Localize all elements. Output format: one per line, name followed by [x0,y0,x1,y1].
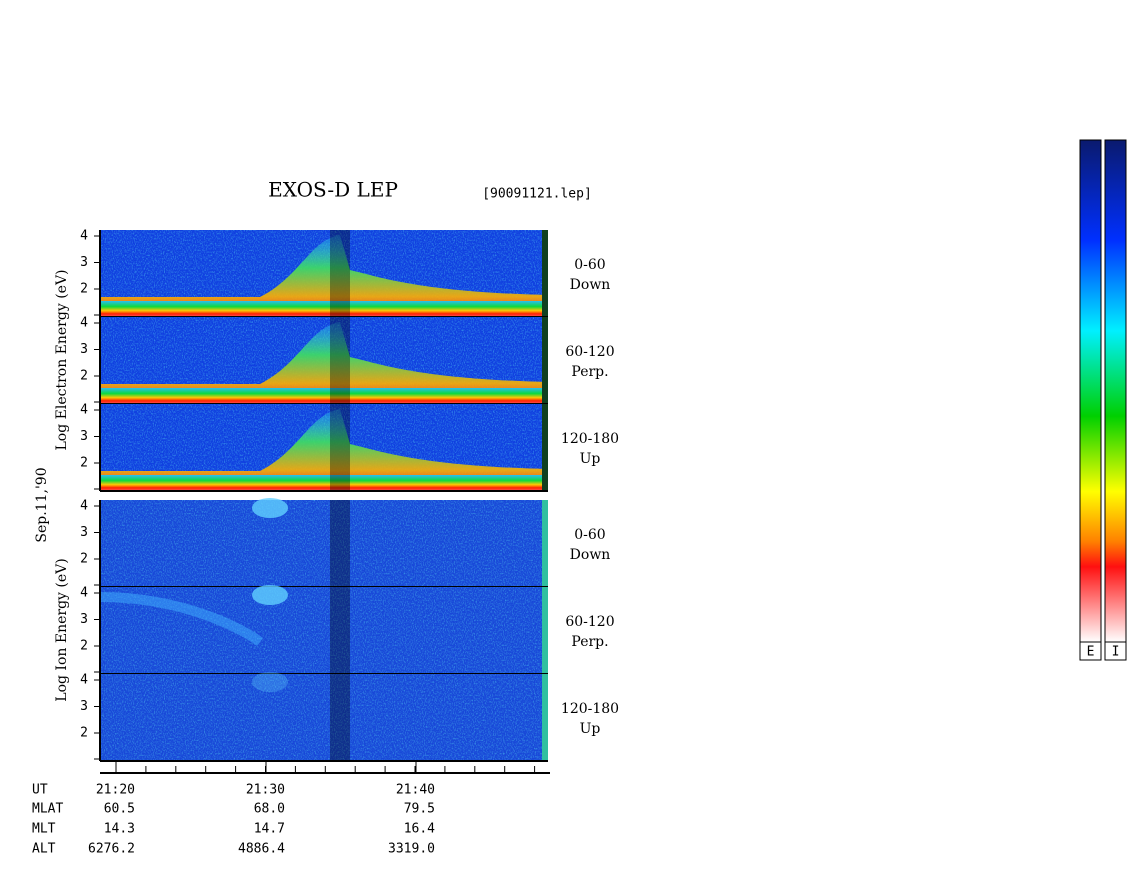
dropout-stripe [330,500,350,587]
row-value: 4886.4 [238,842,285,857]
colorbar-box [1079,641,1102,661]
dropout-stripe [330,404,350,491]
row-value: 79.5 [404,802,435,817]
colorbar-label: I [1112,645,1120,660]
edge-stripe [542,230,548,317]
panel-range: 0-60 [574,257,605,273]
panel-range: 120-180 [561,431,619,447]
row-value: 3319.0 [388,842,435,857]
electron-band [100,388,548,404]
dropout-stripe [330,317,350,404]
row-value: 6276.2 [88,842,135,857]
y-tick-label: 3 [80,699,88,714]
electron-band [100,409,548,491]
panel-direction: Down [570,547,611,563]
row-label: UT [32,783,48,798]
colorbar [1079,139,1102,643]
row-label: MLT [32,822,56,837]
panel-range: 120-180 [561,701,619,717]
y-tick-label: 3 [80,429,88,444]
colorbar-label: E [1087,645,1095,660]
row-value: 68.0 [254,802,285,817]
date-label: Sep.11,'90 [34,467,50,542]
y-tick-label: 2 [80,552,88,567]
dropout-stripe [330,587,350,674]
spectrogram-noise [100,674,548,761]
panel-range: 60-120 [565,614,614,630]
edge-stripe [542,404,548,491]
y-tick-label: 4 [80,316,88,331]
y-tick-label: 2 [80,282,88,297]
panel-direction: Down [570,277,611,293]
spectrogram-noise [100,500,548,587]
y-tick-label: 3 [80,612,88,627]
y-tick-label: 3 [80,525,88,540]
y-tick-label: 2 [80,639,88,654]
edge-stripe [542,587,548,674]
electron-band [100,235,548,317]
row-value: 14.7 [254,822,285,837]
panel-range: 0-60 [574,527,605,543]
y-tick-label: 4 [80,673,88,688]
panel-direction: Up [580,721,601,737]
y-tick-label: 2 [80,726,88,741]
y-tick-label: 2 [80,456,88,471]
y-tick-label: 4 [80,499,88,514]
panel-direction: Up [580,451,601,467]
y-tick-label: 4 [80,586,88,601]
y-tick-label: 3 [80,255,88,270]
y-tick-label: 4 [80,403,88,418]
y-axis-label: Log Ion Energy (eV) [54,558,70,701]
ion-arc [99,592,263,647]
row-value: 60.5 [104,802,135,817]
row-label: MLAT [32,802,63,817]
electron-band [100,301,548,317]
dropout-stripe [330,230,350,317]
y-axis-label: Log Electron Energy (eV) [54,269,70,450]
y-tick-label: 3 [80,342,88,357]
x-tick-label: 21:20 [96,783,135,798]
x-tick-label: 21:30 [246,783,285,798]
row-value: 16.4 [404,822,435,837]
panel-direction: Perp. [571,634,608,650]
electron-band [100,475,548,491]
y-tick-label: 2 [80,369,88,384]
row-value: 14.3 [104,822,135,837]
edge-stripe [542,674,548,761]
dropout-stripe [330,674,350,761]
ion-feature [252,672,288,692]
edge-stripe [542,500,548,587]
panel-range: 60-120 [565,344,614,360]
ion-feature [252,498,288,518]
row-label: ALT [32,842,56,857]
ion-feature [252,585,288,605]
edge-stripe [542,317,548,404]
panel-direction: Perp. [571,364,608,380]
file-name: [90091121.lep] [482,187,592,202]
y-tick-label: 4 [80,229,88,244]
title: EXOS-D LEP [268,178,398,202]
colorbar-box [1104,641,1127,661]
x-tick-label: 21:40 [396,783,435,798]
electron-band [100,322,548,404]
colorbar [1104,139,1127,643]
